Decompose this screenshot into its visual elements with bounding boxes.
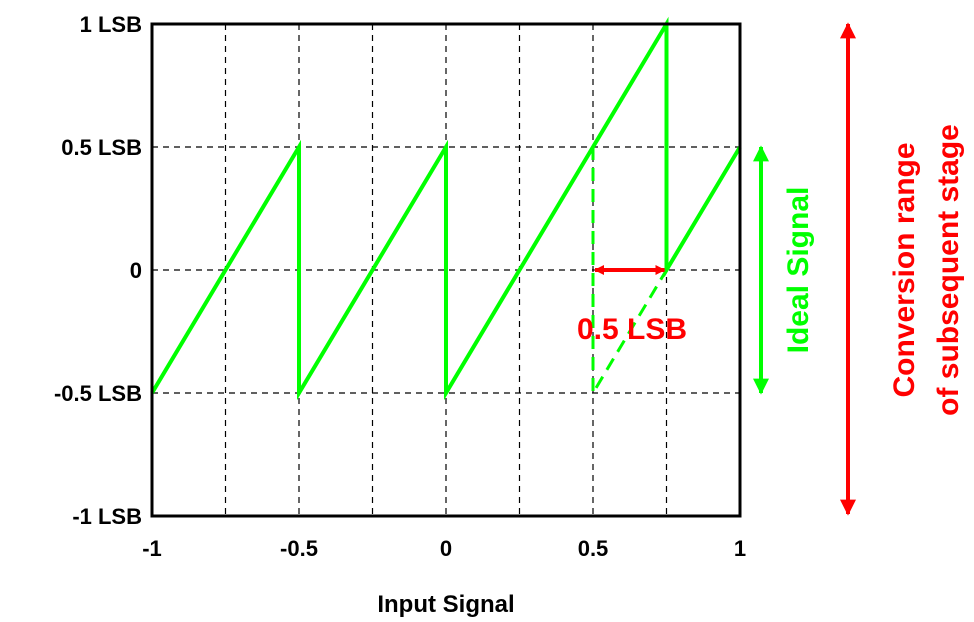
offset-label: 0.5 LSB [577,313,687,346]
conversion-range-label-line1: Conversion range [888,142,921,397]
x-tick-labels: -1 -0.5 0 0.5 1 [142,536,746,561]
x-tick-label: -1 [142,536,162,561]
x-tick-label: 1 [734,536,746,561]
series-line [150,16,742,401]
y-tick-label: 0 [130,258,142,283]
x-tick-label: 0.5 [578,536,609,561]
series-layer [150,16,742,401]
conversion-range-label-line2: of subsequent stage [932,124,965,416]
y-tick-label: -0.5 LSB [54,381,142,406]
x-tick-label: 0 [440,536,452,561]
y-tick-labels: 1 LSB 0.5 LSB 0 -0.5 LSB -1 LSB [54,12,142,529]
x-tick-label: -0.5 [280,536,318,561]
y-tick-label: 1 LSB [80,12,142,37]
y-tick-label: 0.5 LSB [61,135,142,160]
dashed-series-line [591,147,668,399]
ideal-signal-label: Ideal Signal [782,187,815,354]
x-axis-title: Input Signal [377,591,514,618]
y-tick-label: -1 LSB [72,504,142,529]
plot-frame [150,22,742,518]
